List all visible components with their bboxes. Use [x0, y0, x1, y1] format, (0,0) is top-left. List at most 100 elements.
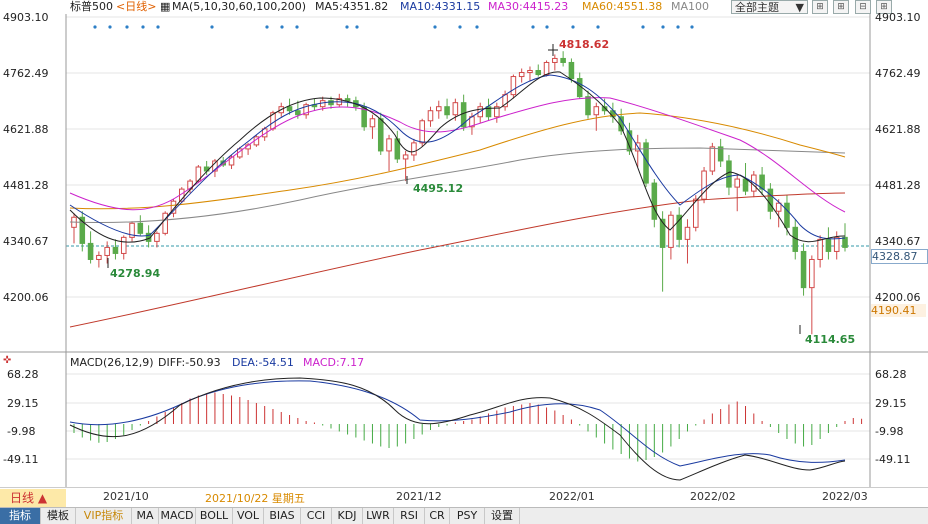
layout-icon[interactable]: ⊞ [812, 0, 828, 14]
candle [444, 106, 450, 116]
candle [767, 188, 774, 212]
midlow-label: 4495.12 [413, 182, 464, 195]
candle [651, 182, 658, 220]
candle [709, 146, 716, 172]
candle [452, 102, 459, 116]
theme-select[interactable]: 全部主题 ▼ [731, 0, 808, 14]
signal-dot [690, 25, 694, 29]
crosshair-icon[interactable]: ✜ [3, 355, 11, 366]
minimize-icon[interactable]: ⊟ [855, 0, 871, 14]
candle [825, 238, 832, 252]
x-label-5: 2022/03 [822, 490, 868, 503]
price-grid [66, 16, 870, 460]
candle [809, 258, 815, 289]
x-label-2: 2021/12 [396, 490, 442, 503]
signal-dot [280, 25, 284, 29]
signal-dot [141, 25, 145, 29]
candle [295, 110, 301, 116]
tab-13[interactable]: PSY [450, 508, 485, 524]
ma10-value: MA10:4331.15 [400, 0, 481, 13]
candle [676, 214, 682, 240]
signal-dot [265, 25, 269, 29]
candle [775, 202, 782, 212]
candle [684, 226, 691, 240]
macd-label-left-0: 68.28 [7, 368, 39, 381]
tab-10[interactable]: LWR [363, 508, 394, 524]
candle [659, 218, 666, 248]
period-selector[interactable]: 日线 ▲ [0, 489, 66, 507]
y-label-left-3: 4481.28 [3, 179, 49, 192]
candle [402, 154, 409, 160]
candle [435, 106, 442, 112]
tab-7[interactable]: BIAS [264, 508, 301, 524]
tab-1[interactable]: 模板 [41, 508, 76, 524]
high-label: 4818.62 [559, 38, 610, 51]
macd-histogram [73, 392, 863, 462]
tab-8[interactable]: CCI [301, 508, 332, 524]
macd-label-right-1: 29.15 [875, 397, 907, 410]
macd-label-right-2: -9.98 [875, 425, 904, 438]
candle [668, 214, 674, 248]
tab-2[interactable]: VIP指标 [76, 508, 132, 524]
candle [120, 236, 127, 254]
macd-title[interactable]: MACD(26,12,9) [70, 356, 154, 369]
ma30-line [69, 97, 846, 213]
tab-9[interactable]: KDJ [332, 508, 363, 524]
candle [79, 216, 86, 244]
signal-dot [676, 25, 680, 29]
candle [220, 160, 227, 166]
tab-14[interactable]: 设置 [485, 508, 520, 524]
candle [96, 254, 102, 260]
candle [386, 138, 392, 152]
macd-dea-value: DEA:-54.51 [232, 356, 294, 369]
leftlow-label: 4278.94 [110, 267, 161, 280]
ma60-value: MA60:4551.38 [582, 0, 663, 13]
candle [87, 242, 94, 260]
candle [154, 232, 160, 242]
signal-dot [125, 25, 129, 29]
candle [552, 57, 558, 63]
signal-dot [661, 25, 665, 29]
candle [842, 236, 848, 248]
macd-dea-line [69, 380, 846, 467]
candle [344, 98, 351, 102]
candle [717, 146, 724, 162]
candle [377, 118, 384, 152]
signal-dot [355, 25, 359, 29]
candle [568, 61, 575, 80]
y-label-left-5: 4200.06 [3, 291, 49, 304]
ma60-line [69, 112, 846, 210]
tab-3[interactable]: MA [132, 508, 159, 524]
window-icon[interactable]: ⊞ [876, 0, 892, 14]
x-label-1: 2021/10/22 星期五 [205, 492, 305, 505]
current-price-box: 4328.87 [871, 249, 928, 264]
signal-dot [475, 25, 479, 29]
candle [286, 106, 293, 112]
tab-4[interactable]: MACD [159, 508, 196, 524]
candle [411, 142, 417, 156]
signal-dot [458, 25, 462, 29]
period-tag[interactable]: <日线> [116, 0, 157, 13]
grid-icon[interactable]: ⊞ [833, 0, 849, 14]
candle [427, 110, 434, 122]
candle [593, 106, 600, 116]
indicator-tabs: 指标 模板 VIP指标 MA MACD BOLL VOL BIAS CCI KDJ LWR RSI CR… [0, 507, 928, 524]
ma-group-label[interactable]: MA(5,10,30,60,100,200) [172, 0, 307, 13]
macd-macd-value: MACD:7.17 [303, 356, 365, 369]
tab-5[interactable]: BOLL [196, 508, 233, 524]
tab-6[interactable]: VOL [233, 508, 264, 524]
ma-settings-icon[interactable]: ▦ [160, 0, 171, 13]
low-label: 4114.65 [805, 333, 856, 346]
candle [734, 178, 741, 188]
candle [726, 160, 732, 188]
tab-12[interactable]: CR [425, 508, 450, 524]
candle [543, 61, 550, 76]
candle [104, 246, 110, 256]
tab-11[interactable]: RSI [394, 508, 425, 524]
macd-label-left-3: -49.11 [3, 453, 39, 466]
macd-diff-line [69, 377, 846, 481]
tab-0[interactable]: 指标 [0, 508, 41, 524]
macd-label-left-1: 29.15 [7, 397, 39, 410]
ma100-price-box: 4190.41 [871, 304, 926, 317]
